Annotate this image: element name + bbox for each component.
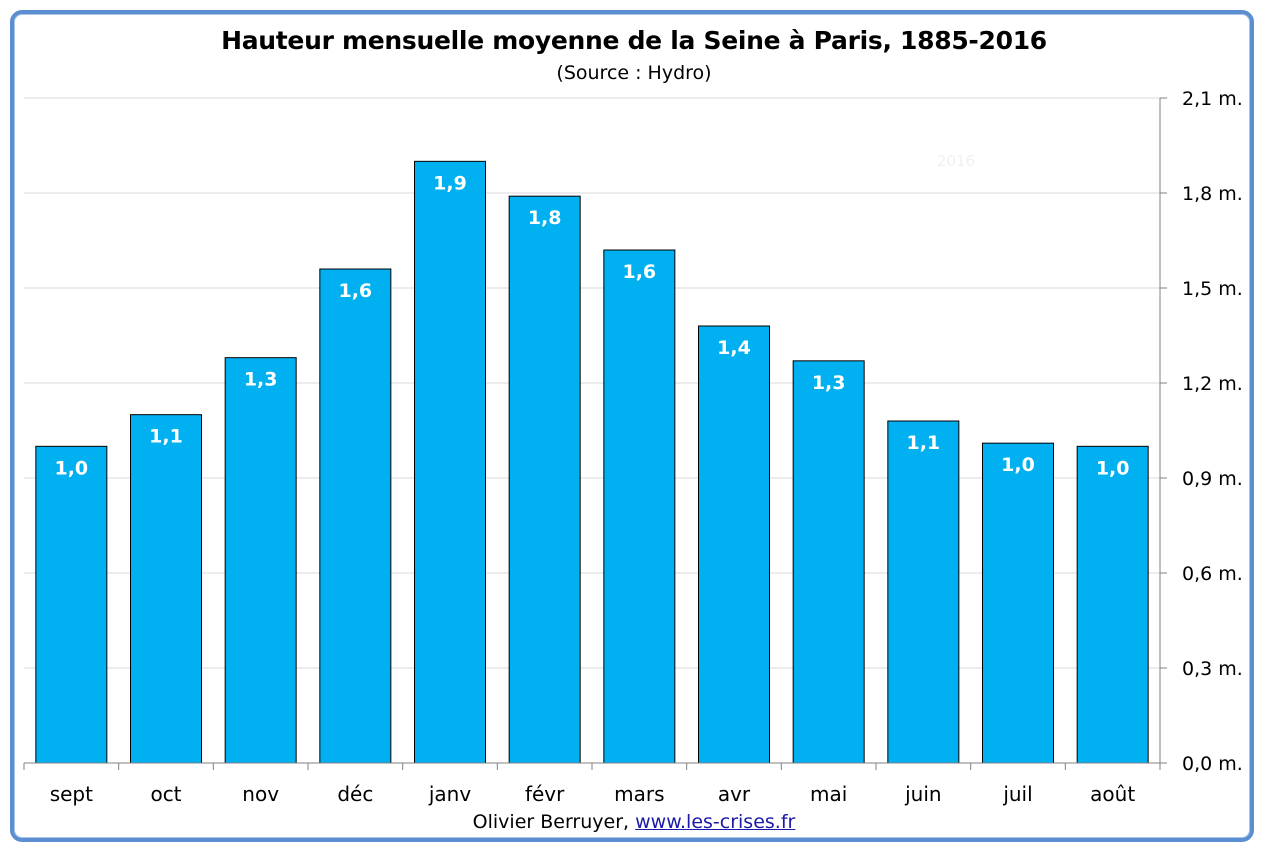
x-tick-label: janv bbox=[428, 782, 471, 806]
data-label: 1,1 bbox=[149, 426, 183, 448]
y-tick-label: 1,5 m. bbox=[1182, 278, 1243, 300]
y-tick-label: 0,3 m. bbox=[1182, 658, 1243, 680]
footer-author: Olivier Berruyer, bbox=[472, 811, 630, 833]
x-tick-label: avr bbox=[718, 782, 751, 806]
data-label: 1,8 bbox=[528, 207, 562, 229]
y-tick-label: 2,1 m. bbox=[1182, 88, 1243, 110]
data-label: 1,0 bbox=[54, 457, 88, 479]
x-tick-label: févr bbox=[525, 782, 565, 806]
bar bbox=[603, 249, 676, 764]
x-tick-label: sept bbox=[50, 782, 93, 806]
bar bbox=[792, 360, 865, 764]
y-tick-label: 0,6 m. bbox=[1182, 563, 1243, 585]
chart-frame bbox=[10, 10, 1254, 842]
data-label: 1,6 bbox=[622, 261, 656, 283]
x-tick-label: nov bbox=[242, 782, 279, 806]
bar bbox=[224, 357, 297, 764]
bar bbox=[982, 442, 1054, 764]
y-tick-label: 0,9 m. bbox=[1182, 468, 1243, 490]
y-tick-label: 1,8 m. bbox=[1182, 183, 1243, 205]
footer: Olivier Berruyer, www.les-crises.fr bbox=[0, 811, 1268, 833]
bar bbox=[35, 445, 108, 764]
footer-link[interactable]: www.les-crises.fr bbox=[635, 811, 796, 833]
data-label: 1,9 bbox=[433, 172, 467, 194]
x-tick-label: mars bbox=[614, 782, 664, 806]
data-label: 1,3 bbox=[812, 372, 846, 394]
y-tick-label: 0,0 m. bbox=[1182, 753, 1243, 775]
bar bbox=[319, 268, 392, 764]
bar bbox=[887, 420, 960, 764]
chart-subtitle: (Source : Hydro) bbox=[556, 62, 712, 84]
data-label: 1,4 bbox=[717, 337, 751, 359]
data-label: 1,1 bbox=[906, 432, 940, 454]
watermark-text: 2016 bbox=[937, 152, 975, 170]
x-tick-label: juil bbox=[1002, 782, 1032, 806]
bar bbox=[1076, 445, 1149, 764]
x-tick-label: août bbox=[1090, 782, 1135, 806]
x-tick-label: déc bbox=[337, 782, 373, 806]
bar bbox=[698, 325, 770, 764]
bar bbox=[508, 195, 581, 764]
y-tick-label: 1,2 m. bbox=[1182, 373, 1243, 395]
x-tick-label: juin bbox=[904, 782, 941, 806]
chart-title: Hauteur mensuelle moyenne de la Seine à … bbox=[221, 26, 1047, 55]
bar bbox=[414, 160, 486, 764]
x-tick-label: oct bbox=[150, 782, 181, 806]
data-label: 1,0 bbox=[1001, 454, 1035, 476]
x-tick-label: mai bbox=[810, 782, 847, 806]
data-label: 1,0 bbox=[1096, 457, 1130, 479]
bar bbox=[130, 414, 202, 764]
data-label: 1,6 bbox=[338, 280, 372, 302]
data-label: 1,3 bbox=[244, 369, 278, 391]
